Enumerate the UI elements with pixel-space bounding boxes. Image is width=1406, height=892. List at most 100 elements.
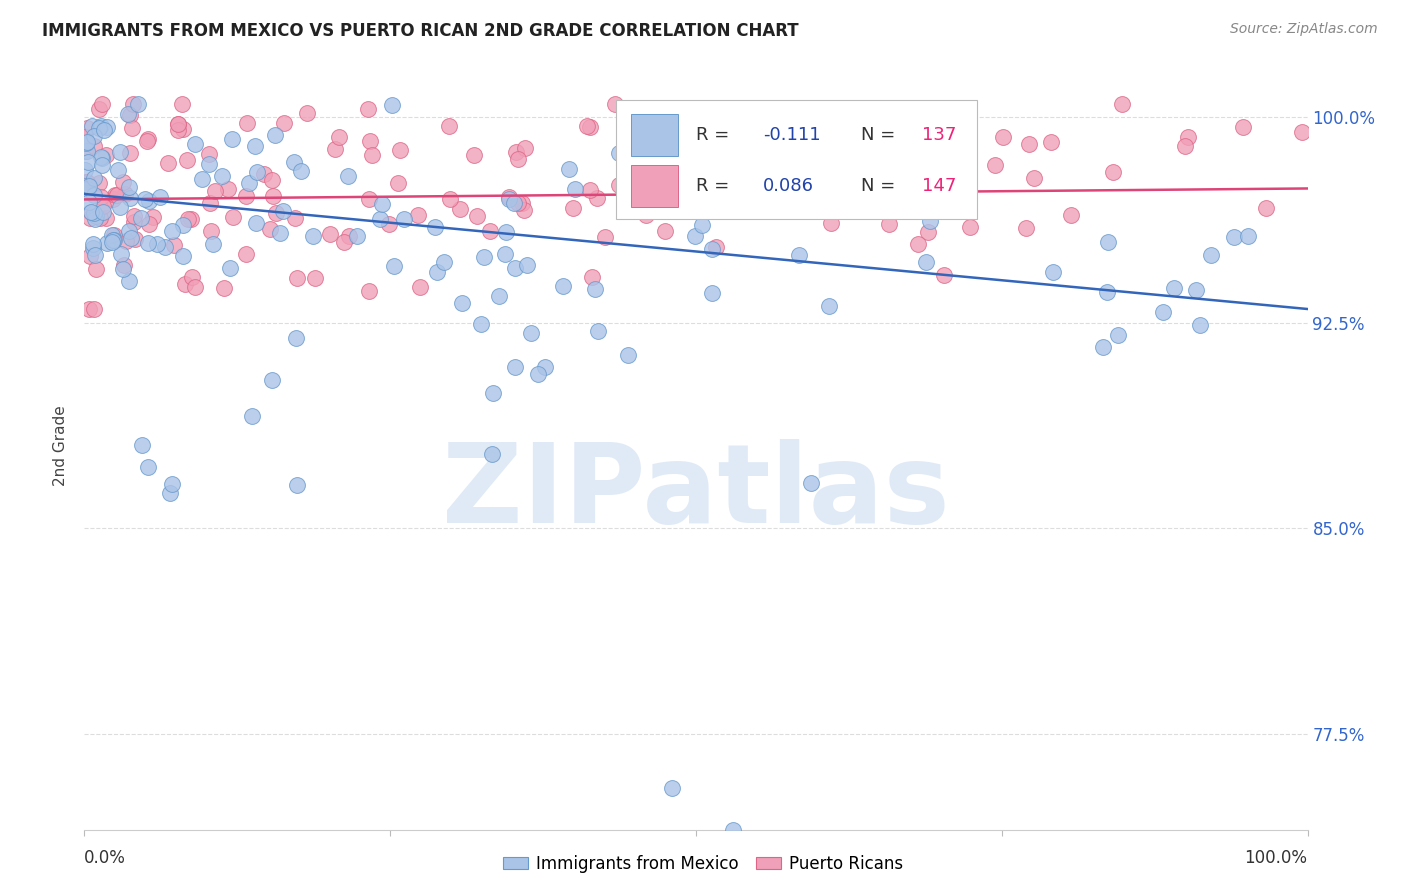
Point [661,781,683,796]
Point [138,194,160,208]
Point [1042,265,1064,279]
Point [84,262,107,277]
Point [84,248,107,262]
Point [304,270,326,285]
Point [717,121,740,136]
Point [562,201,585,215]
Point [488,288,510,302]
Point [91,199,114,213]
Point [378,217,401,231]
Point [76,136,98,150]
Point [1254,201,1277,215]
Point [120,231,142,245]
Point [382,260,405,274]
Point [264,205,287,219]
Point [84,212,107,227]
Point [918,214,941,228]
Point [984,158,1007,172]
Point [323,142,346,156]
Point [1177,129,1199,144]
Point [533,359,555,374]
Point [73,144,96,158]
Point [176,153,198,168]
Point [558,161,581,176]
Point [470,317,492,331]
Point [91,96,114,111]
Point [882,195,904,210]
Point [245,165,267,179]
Point [993,130,1015,145]
Point [576,120,599,134]
Point [191,172,214,186]
Point [918,191,941,205]
Point [149,190,172,204]
Text: 147: 147 [922,178,956,195]
Point [218,260,240,275]
Point [90,190,112,204]
Point [114,186,136,201]
Point [160,477,183,491]
Point [202,237,225,252]
Point [240,409,263,423]
Point [83,206,105,220]
Point [112,258,135,272]
Text: R =: R = [696,126,735,144]
Point [800,476,823,491]
Point [138,217,160,231]
Point [96,235,118,250]
Point [180,212,202,227]
Point [79,195,101,210]
Y-axis label: 2nd Grade: 2nd Grade [53,406,69,486]
Point [585,191,607,205]
Point [235,188,257,202]
Point [498,192,520,206]
Point [245,216,267,230]
Point [481,386,503,401]
Point [235,246,257,260]
FancyBboxPatch shape [616,100,977,219]
Point [262,373,284,387]
Point [83,188,105,202]
Point [609,178,631,193]
Point [357,102,380,116]
Point [503,261,526,276]
Point [157,156,180,170]
Point [820,216,842,230]
Point [101,233,124,247]
Point [82,241,104,255]
Point [564,181,586,195]
Point [907,237,929,252]
Point [360,148,382,162]
Point [245,139,267,153]
Point [94,148,117,162]
Point [159,485,181,500]
Text: N =: N = [860,126,901,144]
Point [75,136,97,150]
Point [551,279,574,293]
Point [96,120,118,135]
Point [135,134,157,148]
Point [236,116,259,130]
Point [593,230,616,244]
Point [915,254,938,268]
Point [1060,208,1083,222]
Point [259,221,281,235]
Point [693,202,716,217]
Point [167,117,190,131]
Point [103,233,125,247]
Point [107,162,129,177]
Point [450,296,472,310]
Point [115,234,138,248]
Point [702,285,724,300]
Point [167,122,190,136]
Point [426,265,449,279]
Point [142,211,165,225]
Point [690,218,713,232]
Point [94,211,117,225]
Point [1022,171,1045,186]
Point [917,225,939,239]
Point [110,201,132,215]
Point [120,191,142,205]
Point [479,224,502,238]
Point [108,145,131,159]
